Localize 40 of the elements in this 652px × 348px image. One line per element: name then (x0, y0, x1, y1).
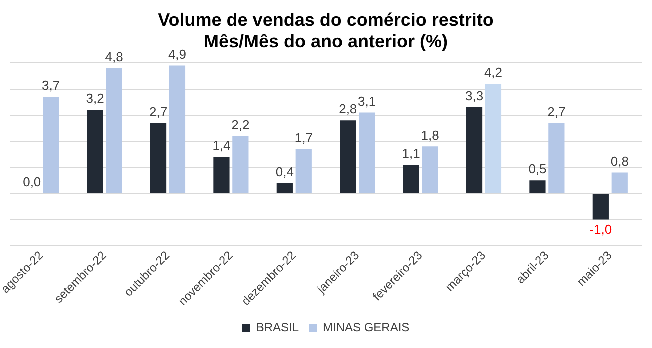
bar (359, 112, 376, 194)
data-label: 2,8 (339, 102, 358, 117)
bar (530, 180, 546, 194)
data-label: 1,8 (421, 128, 440, 143)
bar (43, 97, 60, 194)
data-label: 4,2 (484, 65, 503, 80)
data-label: 0,8 (610, 154, 629, 169)
bar (403, 164, 420, 194)
bar (214, 157, 230, 194)
data-label: 1,7 (294, 130, 313, 146)
bar (296, 149, 312, 194)
data-label: 1,4 (212, 138, 231, 154)
data-label: 2,2 (232, 117, 250, 132)
data-label: 1,1 (402, 146, 420, 162)
data-label: 0,0 (23, 174, 42, 190)
data-label: 2,7 (149, 104, 168, 120)
data-label: 3,2 (86, 91, 104, 106)
bar (169, 66, 186, 194)
data-label: 3,1 (358, 94, 376, 109)
bar (276, 183, 293, 194)
bar (340, 120, 356, 194)
data-label: 2,7 (548, 104, 566, 120)
bar (485, 84, 502, 194)
bar (106, 68, 122, 194)
bar (548, 123, 565, 194)
legend-label: MINAS GERAIS (323, 320, 410, 334)
bar (232, 136, 249, 194)
data-label: 3,3 (465, 88, 484, 104)
data-label: 4,8 (105, 49, 124, 64)
data-label: 3,7 (42, 78, 60, 94)
data-label: 0,5 (528, 162, 547, 177)
bar (592, 194, 609, 220)
data-label: -1,0 (590, 222, 612, 237)
legend-label: BRASIL (256, 320, 300, 334)
bar (150, 123, 167, 194)
bar (87, 110, 104, 194)
bar (612, 172, 628, 194)
data-label: 0,4 (276, 164, 294, 180)
bar (422, 146, 438, 194)
bar (466, 108, 483, 194)
